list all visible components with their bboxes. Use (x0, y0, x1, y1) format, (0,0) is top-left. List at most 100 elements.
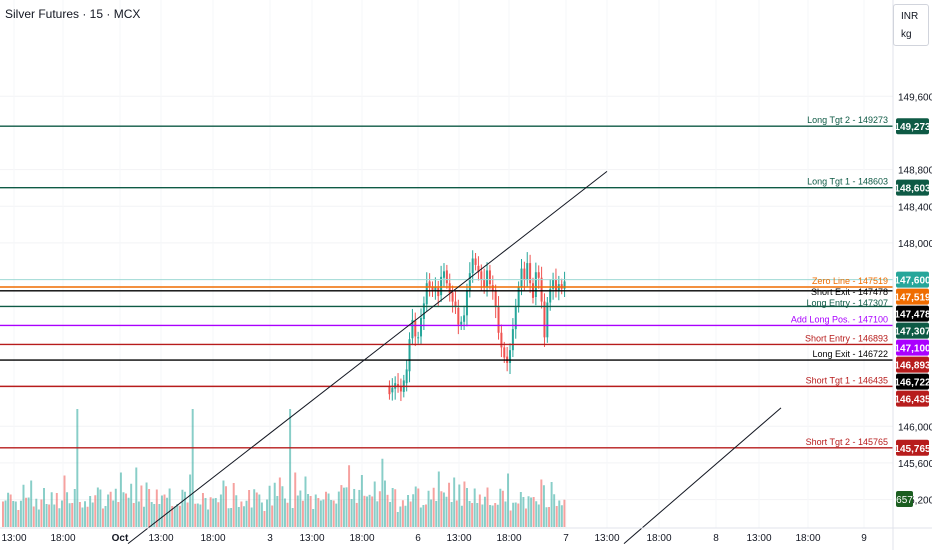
volume-bar (91, 502, 94, 527)
candle-body (471, 258, 474, 274)
candle-body (388, 385, 391, 395)
volume-bar (517, 503, 520, 527)
price-axis[interactable]: 149,600 148,800 148,400 148,000 146,000 145,6… (892, 0, 932, 550)
volume-bar (304, 476, 307, 527)
volume-bar (401, 500, 404, 527)
volume-bar (504, 501, 507, 527)
unit-selector[interactable]: INR kg (893, 4, 929, 46)
volume-bar (181, 489, 184, 527)
volume-bar (512, 502, 515, 527)
volume-bar (148, 489, 151, 527)
candle-body (488, 270, 491, 285)
candle-body (422, 303, 425, 319)
price-tag (896, 305, 929, 322)
volume-bar (468, 501, 471, 527)
candle-body (434, 286, 437, 292)
volume-bar (86, 506, 89, 527)
volume-bar (430, 499, 433, 527)
price-tag-label: 146,435 (894, 395, 931, 406)
volume-bar (486, 487, 489, 527)
volume-bar (524, 508, 527, 527)
price-tag-label: 147,519 (894, 293, 931, 304)
volume-bar (96, 487, 99, 527)
candle-body (494, 291, 497, 308)
candle-body (503, 347, 506, 358)
volume-bar (537, 504, 540, 527)
volume-bar (281, 486, 284, 527)
time-tick-label: 18:00 (200, 533, 225, 544)
volume-bar (107, 494, 110, 527)
volume-bar (209, 497, 212, 527)
volume-bar (166, 497, 169, 527)
volume-bar (455, 500, 458, 527)
volume-bar (81, 507, 84, 527)
volume-bar (363, 495, 366, 527)
volume-bar (558, 500, 561, 527)
volume-bar (422, 505, 425, 527)
volume-bar (473, 488, 476, 527)
time-tick-label: 8 (713, 533, 719, 544)
volume-bar (483, 496, 486, 527)
volume-bar (204, 498, 207, 527)
volume-bar (189, 474, 192, 527)
volume-bar (127, 497, 130, 527)
symbol-title[interactable]: Silver Futures · 15 · MCX (5, 7, 141, 21)
volume-bar (404, 505, 407, 527)
volume-bar (396, 512, 399, 527)
volume-bar (386, 494, 389, 527)
candle-body (486, 270, 489, 287)
volume-bar (407, 495, 410, 527)
candle-body (468, 273, 471, 291)
volume-bar (471, 503, 474, 527)
volume-bar (322, 499, 325, 527)
trendline (623, 407, 782, 544)
volume-bar (196, 503, 199, 527)
volume-bar (530, 497, 533, 527)
volume-bar (540, 479, 543, 527)
volume-bar (245, 500, 248, 527)
volume-bar (453, 477, 456, 527)
volume-bar (109, 491, 112, 527)
volume-bar (553, 494, 556, 527)
volume-bar (501, 490, 504, 527)
time-tick-label: 13:00 (594, 533, 619, 544)
volume-bar (309, 496, 312, 527)
volume-bar (17, 510, 20, 527)
price-tag-label: 148,603 (894, 184, 931, 195)
volume-bar (514, 502, 517, 527)
time-tick-label: 18:00 (349, 533, 374, 544)
volume-bar (458, 484, 461, 527)
time-axis[interactable]: 13:00 18:00 Oct 13:00 18:00 3 13:00 18:00 6 13:00… (0, 527, 932, 544)
candle-body (440, 276, 443, 296)
volume-bar (32, 506, 35, 527)
candle-body (417, 337, 420, 339)
volume-bar (160, 495, 163, 527)
volume-bar (222, 480, 225, 527)
price-tag-label: 145,765 (894, 444, 931, 455)
volume-bar (353, 488, 356, 527)
volume-bar (499, 488, 502, 527)
candle-body (543, 301, 546, 338)
volume-bar (240, 501, 243, 527)
trendline (127, 171, 608, 544)
volume-bar (371, 496, 374, 527)
candle-body (411, 319, 414, 339)
volume-bar (89, 496, 92, 527)
volume-bar (217, 502, 220, 527)
volume-bar (119, 472, 122, 527)
candle-body (563, 281, 566, 289)
price-tag-label: 147,600 (894, 276, 931, 287)
trendlines[interactable] (127, 171, 782, 544)
volume-bar (191, 409, 194, 527)
volume-bar (30, 480, 33, 527)
volume-bar (250, 507, 253, 527)
level-label: Short Entry - 146893 (805, 333, 888, 343)
candle-body (552, 279, 555, 289)
volume-bar (345, 487, 348, 527)
candle-body (514, 307, 517, 330)
volume-bar (84, 501, 86, 527)
candle-body (442, 271, 445, 278)
volume-bar (53, 504, 56, 527)
volume-bar (60, 500, 63, 527)
